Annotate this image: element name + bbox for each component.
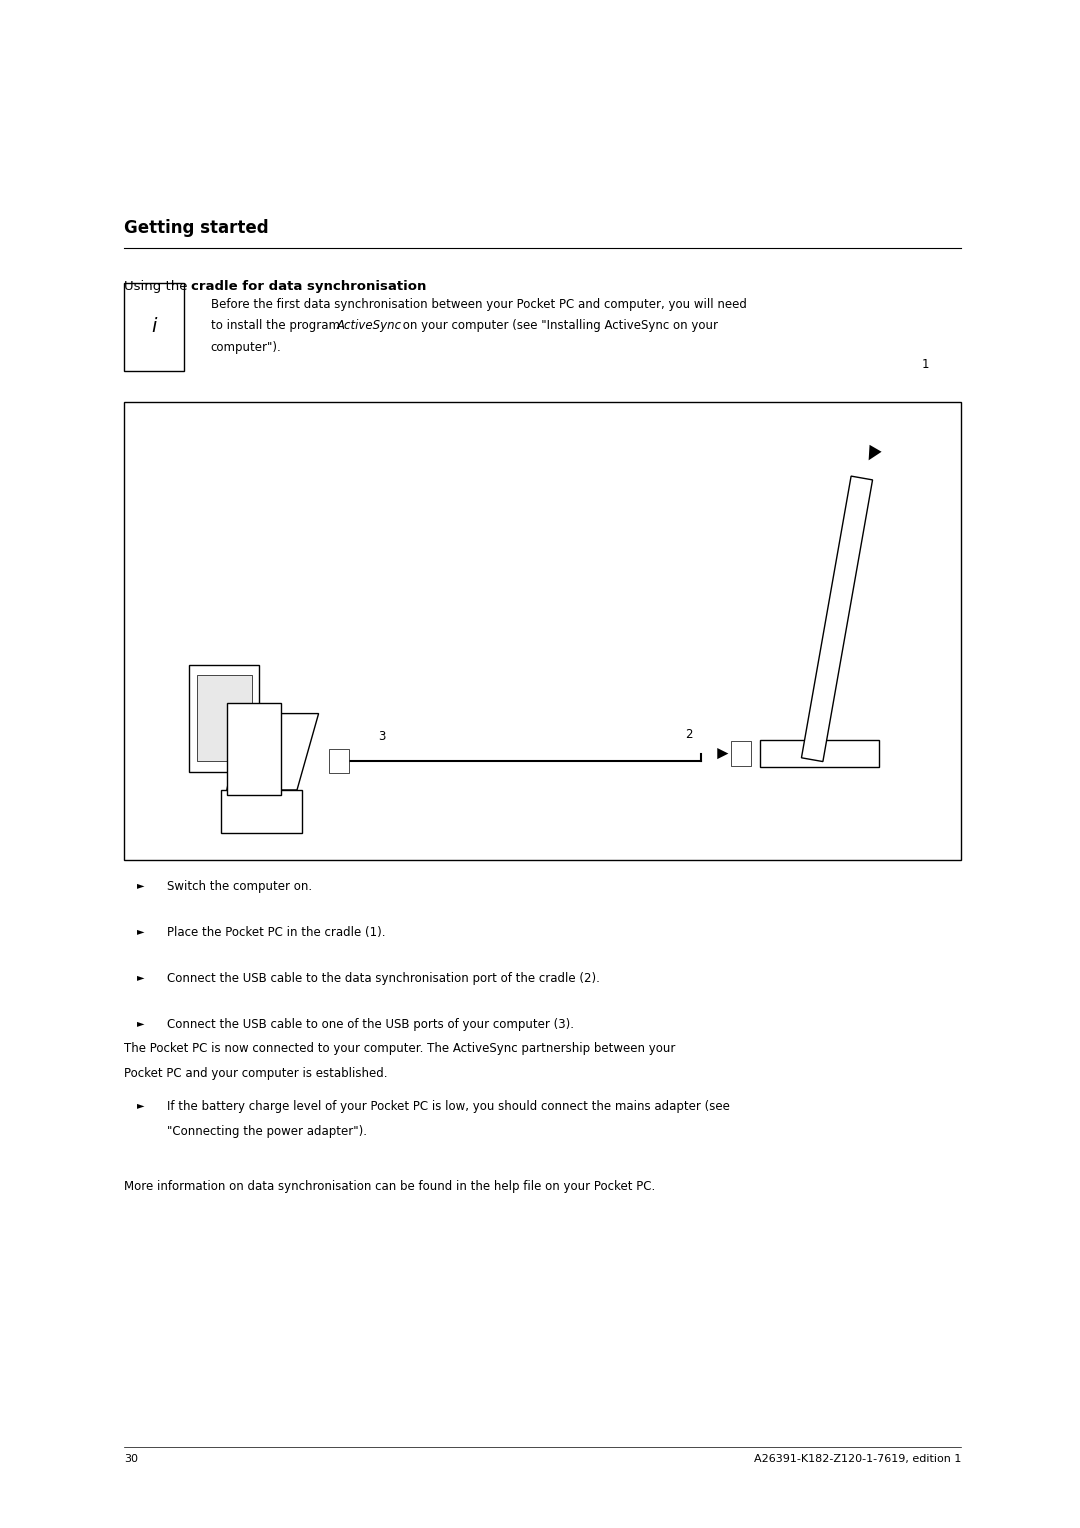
Text: Connect the USB cable to the data synchronisation port of the cradle (2).: Connect the USB cable to the data synchr… (167, 972, 600, 986)
Bar (760, 740, 879, 767)
Text: cradle for data synchronisation: cradle for data synchronisation (191, 280, 427, 293)
Bar (329, 749, 349, 773)
Bar (221, 790, 302, 833)
Text: A26391-K182-Z120-1-7619, edition 1: A26391-K182-Z120-1-7619, edition 1 (754, 1453, 961, 1464)
Text: 2: 2 (685, 729, 692, 741)
Bar (124, 402, 961, 860)
Bar (731, 741, 751, 766)
Text: to install the program: to install the program (211, 319, 343, 333)
Text: Using the: Using the (124, 280, 192, 293)
Text: i: i (151, 318, 157, 336)
Text: Switch the computer on.: Switch the computer on. (167, 880, 312, 894)
Text: ►: ► (137, 926, 145, 937)
Text: ►: ► (137, 1100, 145, 1111)
Text: ActiveSync: ActiveSync (337, 319, 402, 333)
Text: Connect the USB cable to one of the USB ports of your computer (3).: Connect the USB cable to one of the USB … (167, 1018, 575, 1031)
Text: ►: ► (137, 1018, 145, 1028)
Text: 30: 30 (124, 1453, 138, 1464)
Text: 1: 1 (921, 358, 929, 371)
Text: Place the Pocket PC in the cradle (1).: Place the Pocket PC in the cradle (1). (167, 926, 386, 940)
Text: Getting started: Getting started (124, 219, 269, 237)
Text: ►: ► (137, 972, 145, 983)
Text: on your computer (see "Installing ActiveSync on your: on your computer (see "Installing Active… (399, 319, 717, 333)
Text: Pocket PC and your computer is established.: Pocket PC and your computer is establish… (124, 1067, 388, 1080)
Text: computer").: computer"). (211, 341, 282, 354)
Bar (189, 665, 259, 772)
Bar (197, 675, 252, 761)
Text: ►: ► (137, 880, 145, 891)
Text: The Pocket PC is now connected to your computer. The ActiveSync partnership betw: The Pocket PC is now connected to your c… (124, 1042, 676, 1056)
Polygon shape (227, 714, 319, 790)
Bar (124, 283, 184, 371)
Polygon shape (801, 477, 873, 761)
Bar (227, 703, 281, 795)
Text: 3: 3 (378, 729, 386, 743)
Text: More information on data synchronisation can be found in the help file on your P: More information on data synchronisation… (124, 1180, 656, 1193)
Text: Before the first data synchronisation between your Pocket PC and computer, you w: Before the first data synchronisation be… (211, 298, 746, 312)
Text: If the battery charge level of your Pocket PC is low, you should connect the mai: If the battery charge level of your Pock… (167, 1100, 730, 1114)
Text: "Connecting the power adapter").: "Connecting the power adapter"). (167, 1125, 367, 1138)
